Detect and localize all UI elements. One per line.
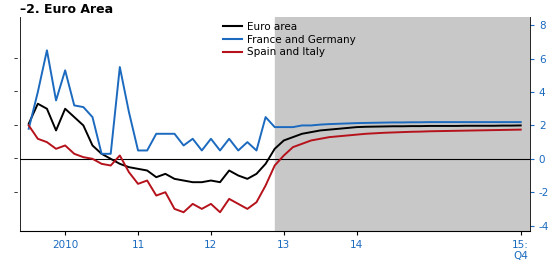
Legend: Euro area, France and Germany, Spain and Italy: Euro area, France and Germany, Spain and… [219,18,360,62]
Bar [275,17,530,230]
Text: –2. Euro Area: –2. Euro Area [19,3,113,16]
Text: –: – [13,154,18,163]
Text: –: – [13,88,18,97]
Text: –: – [13,121,18,130]
Text: –: – [13,188,18,197]
Text: –: – [13,54,18,63]
